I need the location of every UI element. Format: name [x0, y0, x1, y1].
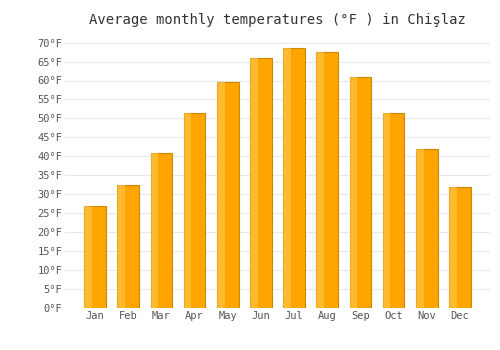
Bar: [383, 113, 390, 308]
Bar: [316, 52, 324, 308]
Bar: [184, 113, 192, 308]
Bar: [84, 206, 106, 308]
Bar: [250, 58, 258, 308]
Bar: [150, 153, 158, 308]
Bar: [284, 48, 305, 308]
Bar: [350, 77, 357, 308]
Title: Average monthly temperatures (°F ) in Chişlaz: Average monthly temperatures (°F ) in Ch…: [89, 13, 466, 27]
Bar: [150, 153, 172, 308]
Bar: [284, 48, 291, 308]
Bar: [118, 185, 139, 308]
Bar: [217, 82, 238, 308]
Bar: [118, 185, 125, 308]
Bar: [84, 206, 92, 308]
Bar: [250, 58, 272, 308]
Bar: [449, 187, 470, 308]
Bar: [217, 82, 224, 308]
Bar: [184, 113, 206, 308]
Bar: [416, 149, 438, 308]
Bar: [449, 187, 456, 308]
Bar: [383, 113, 404, 308]
Bar: [416, 149, 424, 308]
Bar: [350, 77, 371, 308]
Bar: [316, 52, 338, 308]
